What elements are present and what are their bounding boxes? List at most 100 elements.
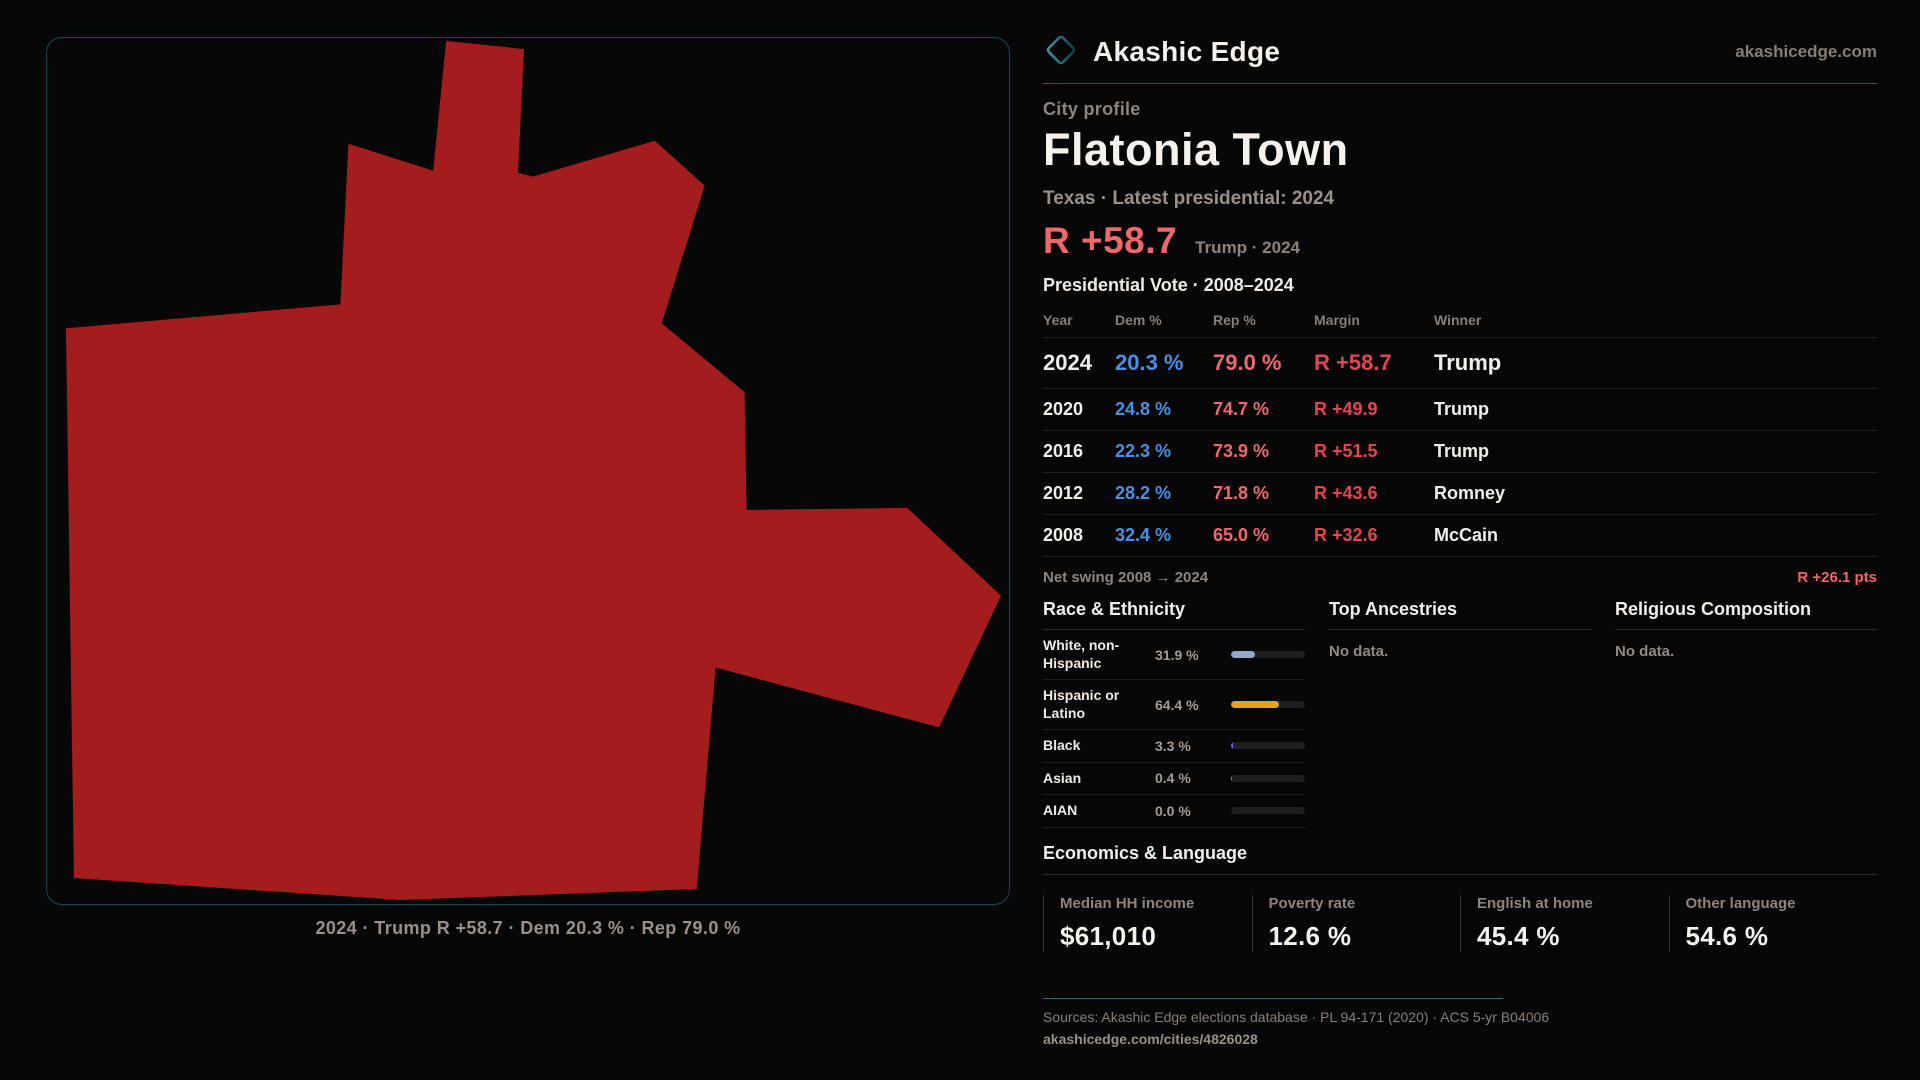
col-margin: Margin	[1314, 312, 1360, 328]
race-row: Asian 0.4 %	[1043, 763, 1305, 795]
stat-value: 54.6 %	[1685, 920, 1769, 951]
religious-composition-heading: Religious Composition	[1615, 599, 1877, 630]
table-row: 2016 22.3 % 73.9 % R +51.5 Trump	[1043, 430, 1877, 472]
rep-cell: 74.7 %	[1213, 399, 1270, 419]
race-bar-fill	[1231, 651, 1255, 658]
stat-label: Other language	[1685, 894, 1796, 912]
page-kicker: City profile	[1043, 99, 1141, 119]
race-row: White, non-Hispanic 31.9 %	[1043, 630, 1305, 680]
race-bar-track	[1231, 701, 1305, 708]
col-year: Year	[1043, 312, 1073, 328]
race-label: Asian	[1043, 769, 1082, 786]
rep-cell: 73.9 %	[1213, 441, 1270, 461]
page-subtitle: Texas · Latest presidential: 2024	[1043, 188, 1335, 209]
religion-empty-state: No data.	[1615, 643, 1675, 660]
brand-logo-diamond-icon	[1043, 32, 1079, 73]
economics-stats: Median HH income $61,010 Poverty rate 12…	[1043, 894, 1878, 952]
table-row: 2024 20.3 % 79.0 % R +58.7 Trump	[1043, 337, 1877, 388]
brand-header: Akashic Edge akashicedge.com	[1043, 30, 1877, 74]
election-table: Year Dem % Rep % Margin Winner 2024 20.3…	[1043, 306, 1877, 557]
race-label: AIAN	[1043, 802, 1078, 818]
race-value: 0.4 %	[1155, 770, 1191, 787]
profile-panel: Akashic Edge akashicedge.com City profil…	[1043, 30, 1877, 1049]
rep-cell: 71.8 %	[1213, 483, 1270, 503]
race-bar-fill	[1231, 774, 1233, 782]
map-panel	[46, 37, 1010, 905]
race-value: 3.3 %	[1155, 737, 1191, 754]
stat-card: Other language 54.6 %	[1668, 894, 1878, 952]
year-cell: 2020	[1043, 399, 1084, 419]
race-bar-fill	[1231, 701, 1279, 708]
dem-cell: 20.3 %	[1115, 350, 1184, 375]
rep-cell: 79.0 %	[1213, 350, 1282, 375]
footer-permalink-link[interactable]: akashicedge.com/cities/4826028	[1043, 1030, 1258, 1047]
stat-card: Median HH income $61,010	[1043, 894, 1252, 952]
year-cell: 2024	[1043, 350, 1092, 375]
election-table-header: Year Dem % Rep % Margin Winner	[1043, 306, 1877, 337]
headline-margin-context: Trump · 2024	[1195, 238, 1300, 257]
year-cell: 2012	[1043, 483, 1084, 503]
top-ancestries-section: Top Ancestries No data.	[1329, 599, 1591, 828]
race-bar-track	[1231, 651, 1305, 658]
margin-cell: R +51.5	[1314, 441, 1378, 461]
election-table-title: Presidential Vote · 2008–2024	[1043, 275, 1294, 295]
economics-section: Economics & Language Median HH income $6…	[1043, 843, 1877, 952]
stat-label: Poverty rate	[1268, 894, 1356, 912]
col-rep: Rep %	[1213, 312, 1256, 328]
race-bar-fill	[1231, 742, 1234, 750]
economics-heading: Economics & Language	[1043, 843, 1877, 875]
stat-value: 45.4 %	[1477, 920, 1560, 951]
map-caption: 2024 · Trump R +58.7 · Dem 20.3 % · Rep …	[315, 918, 741, 938]
margin-cell: R +43.6	[1314, 483, 1378, 503]
race-bar-track	[1231, 807, 1305, 815]
ancestries-empty-state: No data.	[1329, 643, 1389, 660]
stat-value: $61,010	[1060, 920, 1157, 951]
race-ethnicity-section: Race & Ethnicity White, non-Hispanic 31.…	[1043, 599, 1305, 828]
footer-divider	[1043, 997, 1503, 999]
race-row: Hispanic or Latino 64.4 %	[1043, 680, 1305, 730]
race-ethnicity-heading: Race & Ethnicity	[1043, 599, 1305, 630]
winner-cell: Trump	[1434, 441, 1490, 461]
stat-card: Poverty rate 12.6 %	[1251, 894, 1461, 952]
rep-cell: 65.0 %	[1213, 525, 1270, 545]
demographics-columns: Race & Ethnicity White, non-Hispanic 31.…	[1043, 599, 1877, 828]
winner-cell: Romney	[1434, 483, 1506, 503]
race-row: Black 3.3 %	[1043, 730, 1305, 763]
footer: Sources: Akashic Edge elections database…	[1043, 997, 1877, 1049]
race-bar-track	[1231, 742, 1305, 750]
table-row: 2012 28.2 % 71.8 % R +43.6 Romney	[1043, 472, 1877, 514]
footer-sources: Sources: Akashic Edge elections database…	[1043, 1008, 1550, 1025]
headline-margin-row: R +58.7 Trump · 2024	[1043, 220, 1877, 262]
dem-cell: 24.8 %	[1115, 399, 1172, 419]
margin-cell: R +58.7	[1314, 350, 1392, 375]
col-winner: Winner	[1434, 312, 1482, 328]
stat-value: 12.6 %	[1268, 920, 1352, 951]
header-divider	[1043, 83, 1877, 84]
race-label: White, non-Hispanic	[1043, 637, 1120, 671]
table-row: 2008 32.4 % 65.0 % R +32.6 McCain	[1043, 514, 1877, 557]
race-label: Hispanic or Latino	[1043, 687, 1120, 721]
brand-name: Akashic Edge	[1093, 36, 1281, 67]
dem-cell: 28.2 %	[1115, 483, 1172, 503]
margin-cell: R +49.9	[1314, 399, 1378, 419]
race-bar-track	[1231, 774, 1305, 782]
stat-label: Median HH income	[1060, 894, 1195, 912]
col-dem: Dem %	[1115, 312, 1162, 328]
table-row: 2020 24.8 % 74.7 % R +49.9 Trump	[1043, 388, 1877, 430]
brand-domain-link[interactable]: akashicedge.com	[1735, 42, 1877, 61]
top-ancestries-heading: Top Ancestries	[1329, 599, 1591, 630]
net-swing-row: Net swing 2008 → 2024 R +26.1 pts	[1043, 569, 1877, 586]
winner-cell: Trump	[1434, 350, 1502, 375]
race-value: 0.0 %	[1155, 802, 1191, 819]
race-value: 31.9 %	[1155, 646, 1199, 663]
net-swing-label: Net swing 2008 → 2024	[1043, 569, 1209, 586]
page-title: Flatonia Town	[1043, 124, 1349, 175]
winner-cell: Trump	[1434, 399, 1490, 419]
stat-card: English at home 45.4 %	[1460, 894, 1669, 952]
year-cell: 2016	[1043, 441, 1084, 461]
stat-label: English at home	[1477, 894, 1593, 912]
race-value: 64.4 %	[1155, 696, 1199, 713]
winner-cell: McCain	[1434, 525, 1499, 545]
race-row: AIAN 0.0 %	[1043, 795, 1305, 828]
